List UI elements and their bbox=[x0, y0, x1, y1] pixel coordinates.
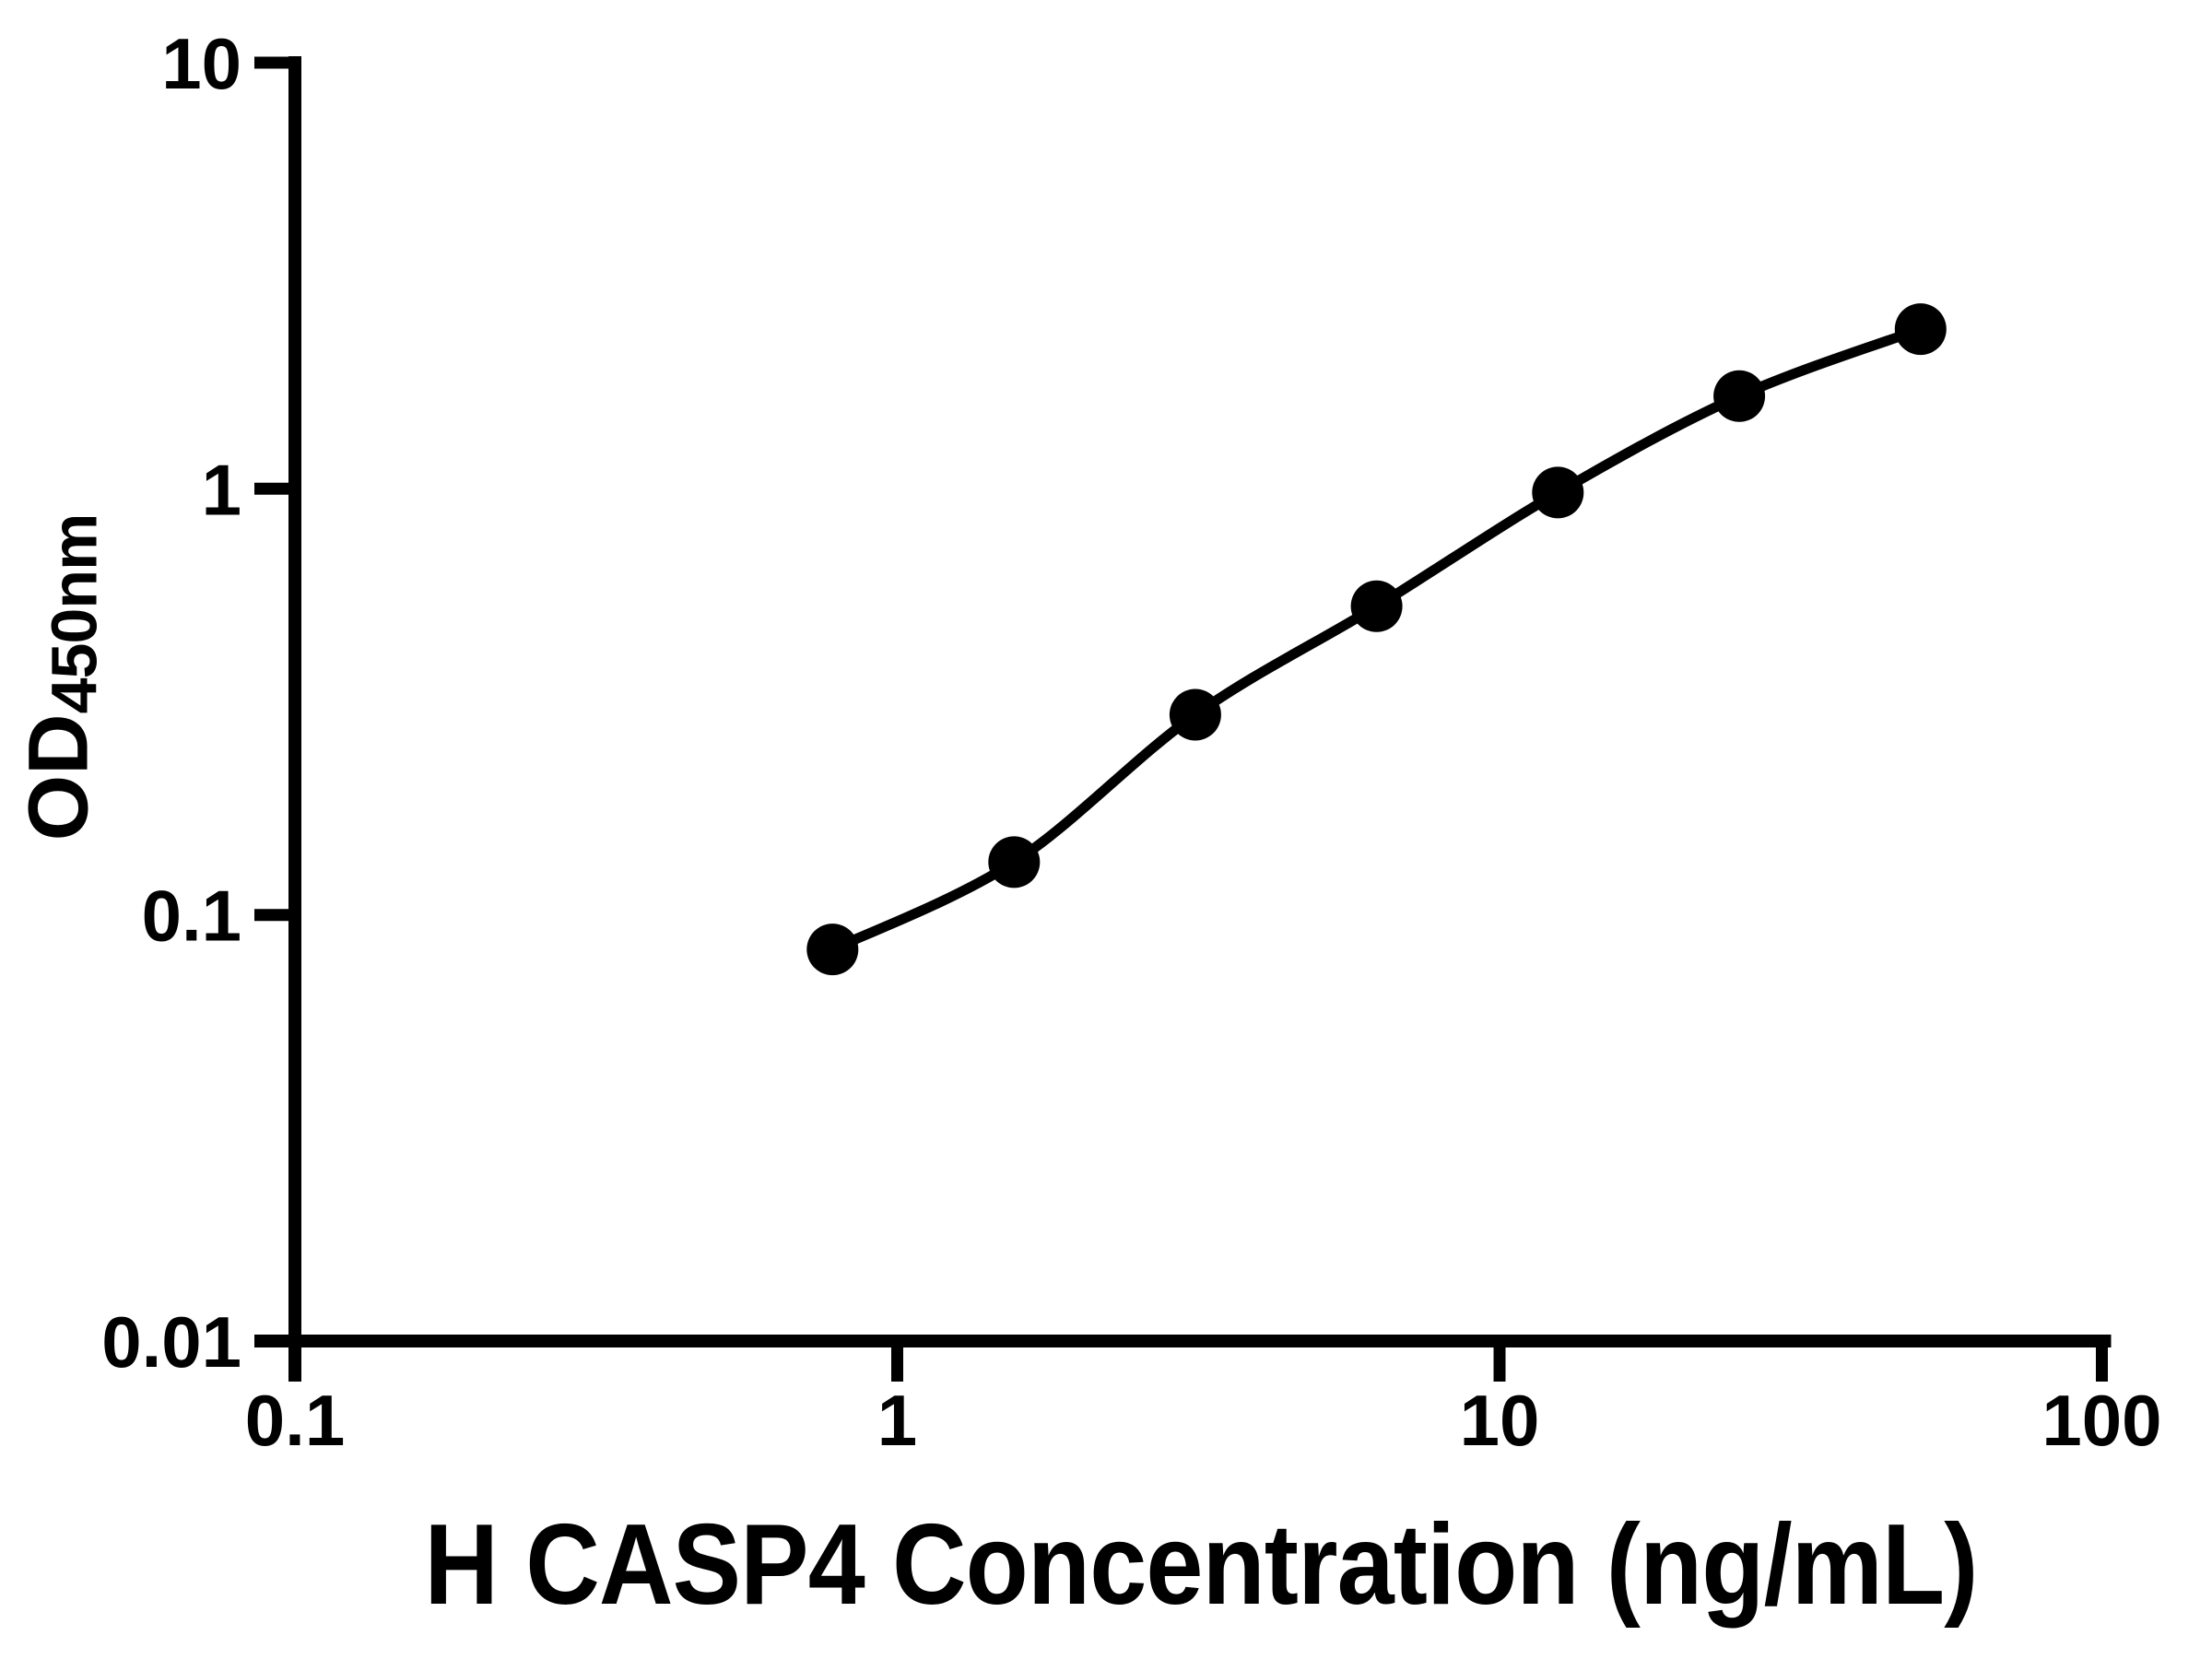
data-point-marker bbox=[1713, 370, 1766, 422]
x-tick-label: 0.1 bbox=[245, 1380, 345, 1461]
data-point-marker bbox=[988, 836, 1041, 888]
y-axis-title: OD450nm bbox=[12, 513, 117, 841]
y-tick-label: 10 bbox=[161, 23, 241, 104]
data-point-marker bbox=[1894, 303, 1947, 356]
y-tick-label: 1 bbox=[202, 449, 241, 530]
data-point-marker bbox=[806, 924, 859, 976]
data-point-marker bbox=[1169, 688, 1221, 741]
y-tick-label: 0.01 bbox=[101, 1301, 241, 1382]
y-axis-title-main: OD bbox=[11, 713, 106, 841]
x-tick-label: 1 bbox=[877, 1380, 917, 1461]
data-point-marker bbox=[1350, 580, 1403, 632]
y-axis-title-subscript: 450nm bbox=[38, 513, 111, 714]
data-point-marker bbox=[1532, 466, 1584, 519]
y-tick-label: 0.1 bbox=[142, 876, 241, 957]
x-axis-title: H CASP4 Concentration (ng/mL) bbox=[424, 1501, 1978, 1629]
x-tick-label: 100 bbox=[2041, 1380, 2161, 1461]
x-tick-label: 10 bbox=[1460, 1380, 1540, 1461]
